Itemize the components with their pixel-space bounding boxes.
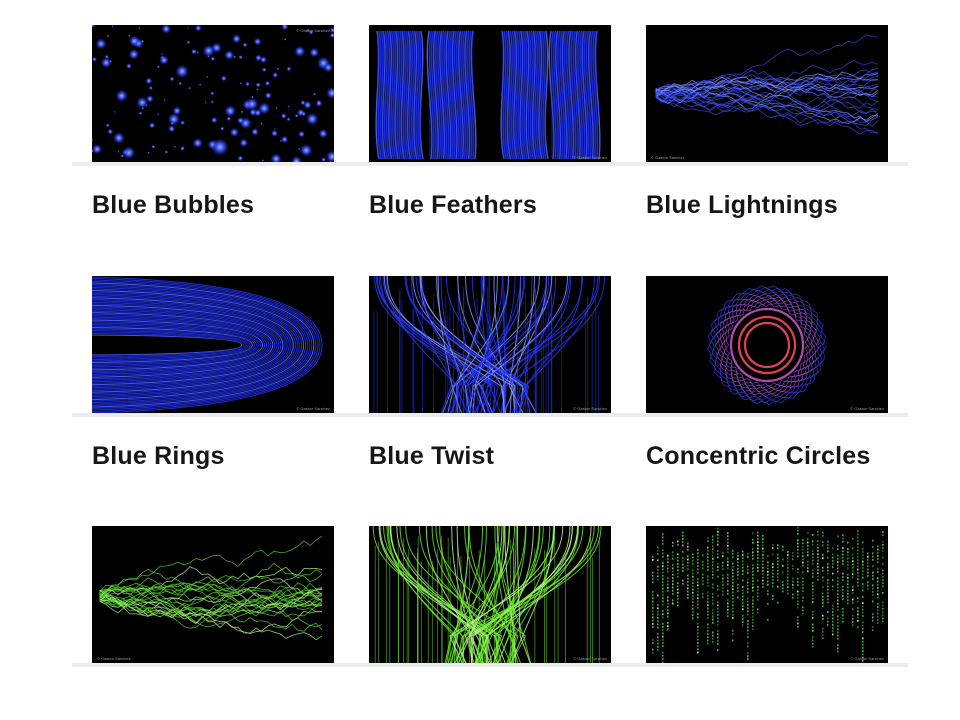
blue-twist-artwork	[373, 276, 605, 414]
card-title[interactable]: Blue Twist	[369, 442, 495, 470]
artwork-credit: © Gaston Sanchez	[296, 406, 330, 411]
thumbnail-green-matrix-rain[interactable]: © Gaston Sanchez	[646, 526, 888, 664]
gallery-card-concentric-circles[interactable]: © Gaston Sanchez Concentric Circles	[646, 276, 888, 470]
thumbnail-blue-bubbles[interactable]: © Gaston Sanchez	[92, 25, 334, 163]
thumbnail-concentric-circles[interactable]: © Gaston Sanchez	[646, 276, 888, 414]
artwork-credit: © Gaston Sanchez	[573, 406, 607, 411]
green-twist-artwork	[372, 526, 602, 664]
gallery-card-blue-rings[interactable]: © Gaston Sanchez Blue Rings	[92, 276, 334, 470]
blue-feathers-artwork	[375, 30, 601, 160]
artwork-credit: © Gaston Sanchez	[651, 155, 685, 160]
blue-rings-artwork	[92, 276, 323, 414]
artwork-credit: © Gaston Sanchez	[573, 155, 607, 160]
row-divider	[72, 162, 908, 166]
concentric-circles-artwork	[707, 285, 827, 406]
card-title[interactable]: Blue Feathers	[369, 191, 537, 219]
green-lightnings-artwork	[99, 535, 323, 641]
gallery-card-blue-feathers[interactable]: © Gaston Sanchez Blue Feathers	[369, 25, 611, 219]
artwork-credit: © Gaston Sanchez	[296, 28, 330, 33]
row-divider	[72, 663, 908, 667]
card-title[interactable]: Blue Bubbles	[92, 191, 255, 219]
artwork-credit: © Gaston Sanchez	[97, 656, 131, 661]
blue-bubbles-artwork	[92, 25, 334, 163]
gallery-card-blue-bubbles[interactable]: © Gaston Sanchez Blue Bubbles	[92, 25, 334, 219]
row-divider	[72, 413, 908, 417]
blue-lightnings-artwork	[655, 34, 879, 135]
thumbnail-blue-lightnings[interactable]: © Gaston Sanchez	[646, 25, 888, 163]
gallery-card-green-lightnings[interactable]: © Gaston Sanchez	[92, 526, 334, 664]
thumbnail-green-lightnings[interactable]: © Gaston Sanchez	[92, 526, 334, 664]
thumbnail-blue-rings[interactable]: © Gaston Sanchez	[92, 276, 334, 414]
thumbnail-blue-feathers[interactable]: © Gaston Sanchez	[369, 25, 611, 163]
thumbnail-blue-twist[interactable]: © Gaston Sanchez	[369, 276, 611, 414]
artwork-credit: © Gaston Sanchez	[850, 406, 884, 411]
card-title[interactable]: Blue Lightnings	[646, 191, 838, 219]
card-title[interactable]: Concentric Circles	[646, 442, 871, 470]
thumbnail-green-twist[interactable]: © Gaston Sanchez	[369, 526, 611, 664]
gallery-card-blue-twist[interactable]: © Gaston Sanchez Blue Twist	[369, 276, 611, 470]
green-matrix-rain-artwork	[652, 526, 884, 664]
gallery-card-green-matrix-rain[interactable]: © Gaston Sanchez	[646, 526, 888, 664]
gallery-card-blue-lightnings[interactable]: © Gaston Sanchez Blue Lightnings	[646, 25, 888, 219]
card-title[interactable]: Blue Rings	[92, 442, 225, 470]
artwork-credit: © Gaston Sanchez	[573, 656, 607, 661]
gallery-card-green-twist[interactable]: © Gaston Sanchez	[369, 526, 611, 664]
artwork-credit: © Gaston Sanchez	[850, 656, 884, 661]
